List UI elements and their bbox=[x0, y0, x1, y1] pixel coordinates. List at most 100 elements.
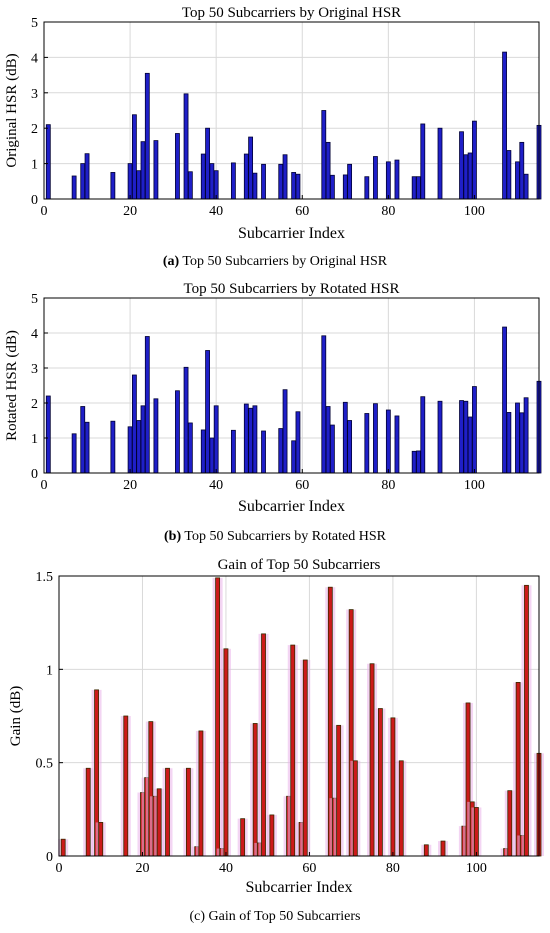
x-tick-label: 80 bbox=[381, 478, 395, 493]
bar bbox=[385, 409, 391, 474]
bar bbox=[213, 170, 219, 200]
bar bbox=[519, 141, 525, 200]
bar bbox=[185, 767, 191, 857]
bar bbox=[156, 788, 162, 857]
bar bbox=[80, 163, 86, 200]
caption-a: (a) Top 50 Subcarriers by Original HSR bbox=[0, 254, 550, 270]
axes-frame bbox=[43, 21, 540, 200]
bar bbox=[411, 450, 417, 474]
x-tick-label: 0 bbox=[41, 204, 48, 219]
bar bbox=[394, 159, 400, 200]
bar bbox=[502, 51, 507, 200]
y-tick-label: 4 bbox=[31, 51, 38, 66]
chart-title: Gain of Top 50 Subcarriers bbox=[218, 557, 381, 573]
x-tick-label: 60 bbox=[302, 861, 316, 876]
bar bbox=[136, 170, 142, 200]
bar bbox=[215, 577, 221, 857]
bar bbox=[140, 405, 146, 474]
bar bbox=[200, 153, 206, 200]
bar bbox=[282, 389, 288, 474]
bar bbox=[187, 422, 193, 474]
bar bbox=[84, 153, 90, 200]
bar bbox=[352, 760, 358, 857]
bar bbox=[71, 433, 77, 474]
bar bbox=[127, 163, 133, 200]
bar bbox=[71, 175, 77, 200]
y-tick-label: 0.5 bbox=[36, 757, 54, 772]
caption-c-label: (c) bbox=[189, 909, 206, 924]
bar bbox=[153, 398, 159, 474]
bar bbox=[302, 659, 308, 857]
bar bbox=[373, 403, 378, 474]
bar bbox=[45, 124, 51, 200]
bar bbox=[472, 386, 477, 474]
y-axis-label: Gain (dB) bbox=[8, 686, 24, 746]
bar bbox=[140, 141, 146, 200]
x-tick-label: 20 bbox=[123, 478, 137, 493]
bar bbox=[80, 406, 86, 474]
chart-title: Top 50 Subcarriers by Original HSR bbox=[182, 5, 401, 21]
bar bbox=[420, 123, 426, 200]
bar bbox=[321, 335, 327, 474]
x-axis-label: Subcarrier Index bbox=[238, 498, 345, 515]
bar bbox=[515, 402, 520, 474]
x-axis-label: Subcarrier Index bbox=[238, 225, 345, 242]
bar bbox=[423, 844, 429, 857]
caption-b-label: (b) bbox=[164, 529, 182, 544]
bar bbox=[523, 173, 529, 200]
bar bbox=[252, 723, 258, 857]
bar bbox=[110, 420, 116, 474]
x-tick-label: 100 bbox=[466, 861, 487, 876]
y-tick-label: 1 bbox=[46, 663, 53, 678]
bar bbox=[45, 395, 51, 474]
bar bbox=[459, 131, 464, 200]
bar bbox=[205, 350, 210, 474]
y-tick-label: 0 bbox=[31, 193, 38, 208]
bar bbox=[473, 807, 479, 857]
bar bbox=[437, 400, 443, 474]
bar bbox=[342, 174, 348, 200]
x-tick-label: 0 bbox=[56, 861, 63, 876]
y-tick-label: 0 bbox=[46, 850, 53, 865]
bar bbox=[209, 163, 215, 200]
bar bbox=[230, 429, 236, 474]
bar bbox=[342, 401, 348, 474]
bar bbox=[223, 648, 229, 857]
bar bbox=[364, 176, 370, 200]
bar bbox=[467, 152, 473, 200]
bar bbox=[165, 767, 170, 857]
bar bbox=[437, 127, 443, 200]
x-tick-label: 40 bbox=[209, 478, 223, 493]
bar bbox=[243, 403, 249, 474]
axes-frame bbox=[58, 575, 540, 857]
bar bbox=[373, 156, 378, 200]
caption-b-text: Top 50 Subcarriers by Rotated HSR bbox=[184, 529, 386, 544]
caption-c: (c) Gain of Top 50 Subcarriers bbox=[0, 909, 550, 925]
bar bbox=[523, 397, 529, 474]
bar bbox=[295, 411, 301, 474]
bar bbox=[248, 136, 254, 200]
bar bbox=[364, 413, 370, 474]
bar bbox=[240, 818, 246, 857]
y-tick-label: 0 bbox=[31, 467, 38, 482]
bar bbox=[175, 390, 180, 474]
y-axis-label: Original HSR (dB) bbox=[4, 53, 20, 167]
bar bbox=[463, 154, 469, 200]
x-tick-label: 20 bbox=[135, 861, 149, 876]
bar bbox=[278, 428, 284, 474]
bar bbox=[416, 176, 421, 200]
bar bbox=[336, 724, 342, 857]
bar bbox=[347, 420, 353, 474]
bar bbox=[252, 405, 258, 474]
x-tick-label: 40 bbox=[209, 204, 223, 219]
chart-original-hsr: 0 20 40 60 80 100 0 1 2 3 4 5 Top 50 Subcarriers by … bbox=[4, 5, 542, 242]
bar bbox=[440, 840, 446, 857]
bar bbox=[295, 173, 301, 200]
bar bbox=[84, 421, 90, 474]
bar bbox=[377, 708, 383, 857]
chart-title: Top 50 Subcarriers by Rotated HSR bbox=[183, 281, 399, 297]
bar bbox=[515, 161, 520, 200]
bar bbox=[123, 715, 129, 857]
bar bbox=[200, 429, 206, 474]
x-tick-label: 80 bbox=[381, 204, 395, 219]
